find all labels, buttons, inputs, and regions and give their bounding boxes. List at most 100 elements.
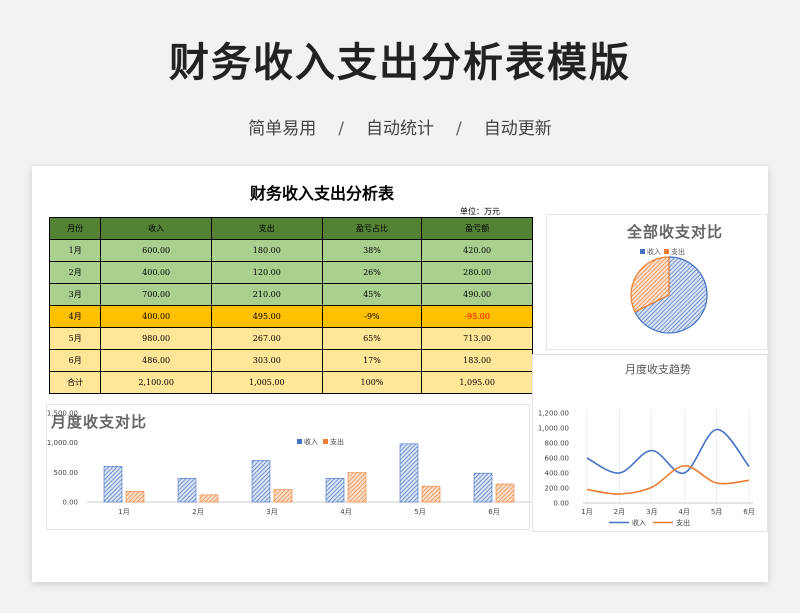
x-tick-label: 3月 <box>266 508 277 516</box>
bar-income <box>251 460 271 503</box>
bar-expense <box>495 483 515 503</box>
table-header-row: 月份 收入 支出 盈亏占比 盈亏额 <box>48 217 533 240</box>
table-cell: 600.00 <box>100 239 212 262</box>
bar-expense <box>199 494 219 503</box>
y-tick-label: 0.00 <box>62 499 78 507</box>
feature-item: 简单易用 <box>248 119 317 139</box>
y-tick-label: 400.00 <box>545 470 570 478</box>
bar-expense <box>421 485 441 503</box>
table-cell: 65% <box>321 327 423 350</box>
table-cell: 5月 <box>48 327 102 350</box>
table-cell: 490.00 <box>421 283 533 306</box>
y-tick-label: 1,000.00 <box>538 425 569 433</box>
y-tick-label: 600.00 <box>545 455 570 463</box>
legend-swatch-expense <box>664 249 669 254</box>
column-header: 盈亏占比 <box>321 217 423 240</box>
table-cell: 2月 <box>48 261 102 284</box>
pie-slice-income <box>634 256 708 334</box>
table-cell: 38% <box>321 239 423 262</box>
table-cell: 400.00 <box>100 305 212 328</box>
table-cell: 4月 <box>48 305 102 328</box>
y-tick-label: 1,200.00 <box>538 410 569 418</box>
table-cell: 1,095.00 <box>421 371 533 394</box>
table-cell: 267.00 <box>210 327 323 350</box>
y-tick-label: 800.00 <box>545 440 570 448</box>
table-cell: 2,100.00 <box>100 371 212 394</box>
total-comparison-pie-panel: 全部收支对比 收入 支出 <box>546 214 768 350</box>
y-tick-label: 1,000.00 <box>47 439 78 447</box>
table-cell: 183.00 <box>421 349 533 372</box>
y-tick-label: 1,500.00 <box>47 410 78 418</box>
bar-income <box>473 472 493 503</box>
feature-list: 简单易用 / 自动统计 / 自动更新 <box>0 114 800 139</box>
table-cell: -95.00 <box>421 305 533 328</box>
legend-label-income: 收入 <box>647 247 661 256</box>
table-cell: 700.00 <box>100 283 212 306</box>
y-tick-label: 200.00 <box>545 485 570 493</box>
legend-swatch-income <box>297 439 302 444</box>
table-cell: 303.00 <box>210 349 323 372</box>
legend-swatch-income <box>640 249 645 254</box>
table-row: 4月 400.00 495.00 -9% -95.00 <box>48 305 533 328</box>
x-tick-label: 5月 <box>711 508 722 516</box>
legend-swatch-expense <box>323 439 328 444</box>
legend-label-expense: 支出 <box>676 518 690 527</box>
unit-label: 单位：万元 <box>460 207 500 216</box>
bar-expense <box>125 491 145 503</box>
table-row: 1月 600.00 180.00 38% 420.00 <box>48 239 533 262</box>
table-cell: 100% <box>321 371 423 394</box>
column-header: 月份 <box>48 217 102 240</box>
legend-label-expense: 支出 <box>330 437 344 446</box>
table-cell: 420.00 <box>421 239 533 262</box>
legend-label-income: 收入 <box>632 518 646 527</box>
table-cell: 495.00 <box>210 305 323 328</box>
table-cell: 26% <box>321 261 423 284</box>
table-cell: 180.00 <box>210 239 323 262</box>
monthly-trend-panel: 月度收支趋势 0.00 200.00 400.00 600.00 800.00 1,000… <box>532 354 768 532</box>
x-tick-label: 1月 <box>581 508 592 516</box>
bar-income <box>399 443 419 503</box>
pie-chart-title: 全部收支对比 <box>627 223 724 241</box>
table-cell: 713.00 <box>421 327 533 350</box>
feature-item: 自动统计 <box>366 119 434 139</box>
table-cell: 3月 <box>48 283 102 306</box>
spreadsheet-preview: 财务收入支出分析表 单位：万元 月份 收入 支出 盈亏占比 盈亏额 1月 600.… <box>32 166 768 582</box>
x-tick-label: 1月 <box>118 508 129 516</box>
x-tick-label: 4月 <box>340 508 351 516</box>
bar-income <box>103 466 123 503</box>
y-tick-label: 500.00 <box>54 469 79 477</box>
x-tick-label: 4月 <box>678 508 689 516</box>
table-cell: 1,005.00 <box>210 371 323 394</box>
x-tick-label: 3月 <box>646 508 657 516</box>
table-cell: 17% <box>321 349 423 372</box>
column-header: 支出 <box>210 217 323 240</box>
bar-chart: 0.00 500.00 1,000.00 1,500.00 1月 2月 3月 4月 5月 6月 收入… <box>47 410 531 516</box>
x-tick-label: 6月 <box>743 508 754 516</box>
feature-item: 自动更新 <box>483 119 552 139</box>
pie-chart: 收入 支出 <box>630 247 708 334</box>
finance-table: 月份 收入 支出 盈亏占比 盈亏额 1月 600.00 180.00 38% 420.0… <box>48 217 533 394</box>
bar-income <box>177 477 197 503</box>
table-cell: 1月 <box>48 239 102 262</box>
table-cell: -9% <box>321 305 423 328</box>
y-tick-label: 0.00 <box>553 500 569 508</box>
pie-slice-expense <box>630 256 670 313</box>
x-tick-label: 2月 <box>192 508 203 516</box>
feature-separator: / <box>338 119 344 139</box>
table-cell: 280.00 <box>421 261 533 284</box>
sheet-title: 财务收入支出分析表 <box>249 184 394 203</box>
table-cell: 400.00 <box>100 261 212 284</box>
table-cell: 210.00 <box>210 283 323 306</box>
table-row: 5月 980.00 267.00 65% 713.00 <box>48 327 533 350</box>
table-row: 6月 486.00 303.00 17% 183.00 <box>48 349 533 372</box>
monthly-comparison-panel: 月度收支对比 0.00 500.00 1,000.00 1,500.00 1月 2月 3月 4… <box>46 404 531 530</box>
bar-chart-title: 月度收支对比 <box>51 413 148 431</box>
table-row: 2月 400.00 120.00 26% 280.00 <box>48 261 533 284</box>
table-cell: 120.00 <box>210 261 323 284</box>
table-row: 合计 2,100.00 1,005.00 100% 1,095.00 <box>48 371 533 394</box>
legend-label-income: 收入 <box>304 437 318 446</box>
x-tick-label: 6月 <box>488 508 499 516</box>
table-cell: 980.00 <box>100 327 212 350</box>
line-chart: 0.00 200.00 400.00 600.00 800.00 1,000.00 1,20… <box>538 409 755 527</box>
bar-income <box>325 477 345 503</box>
